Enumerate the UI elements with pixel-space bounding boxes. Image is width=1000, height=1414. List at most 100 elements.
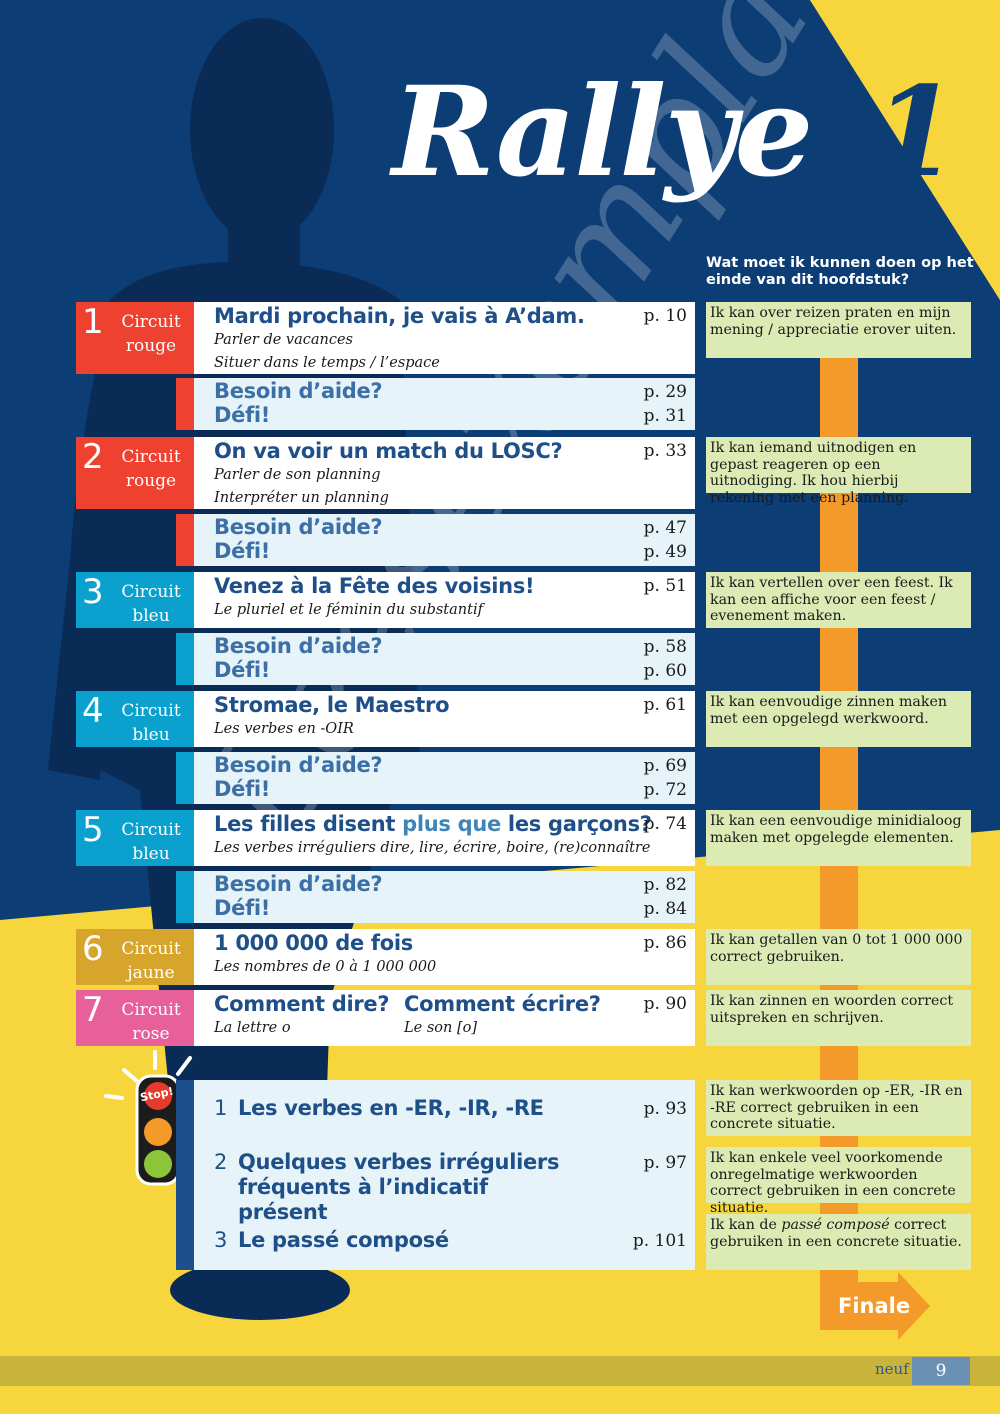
stop-goal-1: Ik kan werkwoorden op -ER, -IR en -RE co… bbox=[706, 1080, 971, 1136]
help-page: p. 69 bbox=[643, 756, 687, 776]
lesson-4-strip bbox=[176, 752, 194, 804]
stop-item-3[interactable]: 3 Le passé composé bbox=[214, 1228, 449, 1253]
lesson-2-badge: 2 Circuit rouge bbox=[76, 437, 194, 509]
lesson-page: p. 33 bbox=[643, 441, 687, 461]
lesson-number: 4 bbox=[82, 691, 104, 731]
lesson-7-goal: Ik kan zinnen en woorden correct uitspre… bbox=[706, 990, 971, 1046]
page-word: neuf bbox=[875, 1360, 909, 1378]
challenge-page: p. 49 bbox=[643, 542, 687, 562]
traffic-light-icon bbox=[104, 1050, 192, 1186]
circuit-label: Circuit bbox=[121, 582, 181, 602]
circuit-color: bleu bbox=[132, 606, 170, 626]
help-link[interactable]: Besoin d’aide? bbox=[214, 634, 383, 658]
lesson-1-badge: 1 Circuit rouge bbox=[76, 302, 194, 374]
lesson-4-badge: 4 Circuit bleu bbox=[76, 691, 194, 747]
lesson-subtitle: Les verbes irréguliers dire, lire, écrir… bbox=[214, 840, 651, 856]
lesson-number: 1 bbox=[82, 302, 104, 342]
lesson-5-badge: 5 Circuit bleu bbox=[76, 810, 194, 866]
circuit-color: rouge bbox=[125, 336, 177, 356]
stop-panel: 1 Les verbes en -ER, -IR, -RE p. 93 2 Quel… bbox=[194, 1080, 695, 1270]
lesson-subtitle: Les verbes en -OIR bbox=[214, 721, 354, 737]
lesson-page: p. 74 bbox=[643, 814, 687, 834]
circuit-label: Circuit bbox=[121, 939, 181, 959]
lesson-title-part: les garçons? bbox=[500, 812, 652, 836]
lesson-7-panel[interactable]: Comment dire? Comment écrire? p. 90 La l… bbox=[194, 990, 695, 1046]
lesson-page: p. 86 bbox=[643, 933, 687, 953]
lesson-title: Les filles disent plus que les garçons? bbox=[214, 812, 652, 836]
stop-item-page: p. 101 bbox=[632, 1231, 687, 1251]
challenge-page: p. 31 bbox=[643, 406, 687, 426]
lesson-6-panel[interactable]: 1 000 000 de fois p. 86 Les nombres de 0… bbox=[194, 929, 695, 985]
help-page: p. 82 bbox=[643, 875, 687, 895]
lesson-7-badge: 7 Circuit rose bbox=[76, 990, 194, 1046]
lesson-3-goal: Ik kan vertellen over een feest. Ik kan … bbox=[706, 572, 971, 628]
lesson-4-extra-panel[interactable]: Besoin d’aide? p. 69 Défi! p. 72 bbox=[194, 752, 695, 804]
lesson-3-extra-panel[interactable]: Besoin d’aide? p. 58 Défi! p. 60 bbox=[194, 633, 695, 685]
lesson-page: p. 10 bbox=[643, 306, 687, 326]
lesson-page: p. 90 bbox=[643, 994, 687, 1014]
help-link[interactable]: Besoin d’aide? bbox=[214, 872, 383, 896]
circuit-color: rose bbox=[132, 1024, 170, 1044]
stop-item-number: 2 bbox=[214, 1150, 228, 1174]
challenge-page: p. 84 bbox=[643, 899, 687, 919]
finale-label: Finale bbox=[838, 1294, 911, 1318]
lesson-title: Comment dire? bbox=[214, 992, 390, 1016]
lesson-number: 3 bbox=[82, 572, 104, 612]
challenge-link[interactable]: Défi! bbox=[214, 403, 271, 427]
help-page: p. 29 bbox=[643, 382, 687, 402]
stop-item-number: 3 bbox=[214, 1228, 228, 1252]
lesson-6-badge: 6 Circuit jaune bbox=[76, 929, 194, 985]
lesson-title: Mardi prochain, je vais à A’dam. bbox=[214, 304, 585, 328]
lesson-subtitle: Le pluriel et le féminin du substantif bbox=[214, 602, 483, 618]
lesson-1-strip bbox=[176, 378, 194, 430]
help-page: p. 58 bbox=[643, 637, 687, 657]
lesson-5-extra-panel[interactable]: Besoin d’aide? p. 82 Défi! p. 84 bbox=[194, 871, 695, 923]
lesson-number: 2 bbox=[82, 437, 104, 477]
lesson-3-badge: 3 Circuit bleu bbox=[76, 572, 194, 628]
lesson-subtitle: Parler de son planning bbox=[214, 467, 381, 483]
circuit-color: jaune bbox=[127, 963, 175, 983]
challenge-link[interactable]: Défi! bbox=[214, 658, 271, 682]
lesson-1-panel[interactable]: Mardi prochain, je vais à A’dam. p. 10 P… bbox=[194, 302, 695, 374]
lesson-title-part: Les filles disent bbox=[214, 812, 403, 836]
lesson-title: On va voir un match du LOSC? bbox=[214, 439, 563, 463]
stop-goal-2: Ik kan enkele veel voorkomende onregelma… bbox=[706, 1147, 971, 1216]
lesson-3-strip bbox=[176, 633, 194, 685]
lesson-subtitle: Interpréter un planning bbox=[214, 490, 389, 506]
lesson-5-strip bbox=[176, 871, 194, 923]
help-page: p. 47 bbox=[643, 518, 687, 538]
stop-item-2[interactable]: 2 Quelques verbes irréguliers fréquents à… bbox=[214, 1150, 594, 1225]
stop-strip bbox=[176, 1080, 194, 1270]
lesson-title: Stromae, le Maestro bbox=[214, 693, 450, 717]
lesson-page: p. 51 bbox=[643, 576, 687, 596]
stop-item-page: p. 93 bbox=[643, 1099, 687, 1119]
lesson-4-panel[interactable]: Stromae, le Maestro p. 61 Les verbes en … bbox=[194, 691, 695, 747]
lesson-number: 5 bbox=[82, 810, 104, 850]
lesson-3-panel[interactable]: Venez à la Fête des voisins! p. 51 Le pl… bbox=[194, 572, 695, 628]
lesson-5-panel[interactable]: Les filles disent plus que les garçons? … bbox=[194, 810, 695, 866]
challenge-link[interactable]: Défi! bbox=[214, 896, 271, 920]
goal-text: correct gebruiken in een concrete situat… bbox=[710, 1217, 962, 1250]
help-link[interactable]: Besoin d’aide? bbox=[214, 753, 383, 777]
yellow-corner bbox=[810, 0, 1000, 300]
stop-goal-3: Ik kan de passé composé correct gebruike… bbox=[706, 1214, 971, 1270]
challenge-link[interactable]: Défi! bbox=[214, 539, 271, 563]
goals-question: Wat moet ik kunnen doen op het einde van… bbox=[706, 255, 974, 288]
circuit-label: Circuit bbox=[121, 1000, 181, 1020]
lesson-2-extra-panel[interactable]: Besoin d’aide? p. 47 Défi! p. 49 bbox=[194, 514, 695, 566]
stop-item-1[interactable]: 1 Les verbes en -ER, -IR, -RE bbox=[214, 1096, 544, 1121]
circuit-label: Circuit bbox=[121, 312, 181, 332]
lesson-6-goal: Ik kan getallen van 0 tot 1 000 000 corr… bbox=[706, 929, 971, 985]
help-link[interactable]: Besoin d’aide? bbox=[214, 515, 383, 539]
stop-section: 1 Les verbes en -ER, -IR, -RE p. 93 2 Quel… bbox=[176, 1080, 695, 1270]
help-link[interactable]: Besoin d’aide? bbox=[214, 379, 383, 403]
lesson-1-extra-panel[interactable]: Besoin d’aide? p. 29 Défi! p. 31 bbox=[194, 378, 695, 430]
lesson-title: Venez à la Fête des voisins! bbox=[214, 574, 535, 598]
stop-item-title: Le passé composé bbox=[238, 1228, 449, 1252]
lesson-subtitle: La lettre o bbox=[214, 1020, 291, 1036]
lesson-2-strip bbox=[176, 514, 194, 566]
lesson-subtitle: Parler de vacances bbox=[214, 332, 353, 348]
goal-text-italic: passé composé bbox=[781, 1217, 890, 1233]
lesson-2-panel[interactable]: On va voir un match du LOSC? p. 33 Parle… bbox=[194, 437, 695, 509]
challenge-link[interactable]: Défi! bbox=[214, 777, 271, 801]
